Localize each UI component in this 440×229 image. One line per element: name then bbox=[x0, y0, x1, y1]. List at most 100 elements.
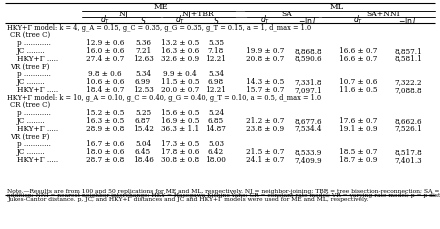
Text: 16.3 ± 0.6: 16.3 ± 0.6 bbox=[161, 47, 199, 55]
Text: 18.4 ± 0.7: 18.4 ± 0.7 bbox=[86, 86, 124, 94]
Text: 17.6 ± 0.7: 17.6 ± 0.7 bbox=[339, 117, 377, 125]
Text: HKY+Γ model: k = 10, g_A = 0.10, g_C = 0.40, g_G = 0.40, g_T = 0.10, a = 0.5, d_: HKY+Γ model: k = 10, g_A = 0.10, g_C = 0… bbox=[7, 94, 321, 102]
Text: 28.7 ± 0.8: 28.7 ± 0.8 bbox=[86, 156, 124, 164]
Text: p ............: p ............ bbox=[17, 140, 51, 148]
Text: 7,401.3: 7,401.3 bbox=[394, 156, 422, 164]
Text: 8,677.6: 8,677.6 bbox=[294, 117, 322, 125]
Text: 7,322.2: 7,322.2 bbox=[394, 78, 422, 86]
Text: HKY+Γ .....: HKY+Γ ..... bbox=[17, 125, 58, 133]
Text: NJ: NJ bbox=[119, 10, 129, 18]
Text: 8,662.6: 8,662.6 bbox=[394, 117, 422, 125]
Text: 19.1 ± 0.9: 19.1 ± 0.9 bbox=[339, 125, 377, 133]
Text: 27.4 ± 0.7: 27.4 ± 0.7 bbox=[86, 55, 124, 63]
Text: 9.9 ± 0.4: 9.9 ± 0.4 bbox=[163, 70, 197, 78]
Text: 7,088.8: 7,088.8 bbox=[394, 86, 422, 94]
Text: 5.03: 5.03 bbox=[208, 140, 224, 148]
Text: 13.2 ± 0.5: 13.2 ± 0.5 bbox=[161, 39, 199, 47]
Text: 10.6 ± 0.6: 10.6 ± 0.6 bbox=[86, 78, 124, 86]
Text: 16.6 ± 0.7: 16.6 ± 0.7 bbox=[339, 47, 377, 55]
Text: 18.0 ± 0.6: 18.0 ± 0.6 bbox=[86, 148, 124, 156]
Text: 14.87: 14.87 bbox=[205, 125, 227, 133]
Text: 16.3 ± 0.5: 16.3 ± 0.5 bbox=[86, 117, 124, 125]
Text: SA: SA bbox=[281, 10, 292, 18]
Text: 5.25: 5.25 bbox=[135, 109, 151, 117]
Text: 18.7 ± 0.9: 18.7 ± 0.9 bbox=[339, 156, 377, 164]
Text: 8,517.8: 8,517.8 bbox=[394, 148, 422, 156]
Text: SA+NNI: SA+NNI bbox=[366, 10, 400, 18]
Text: p ............: p ............ bbox=[17, 109, 51, 117]
Text: 8,581.1: 8,581.1 bbox=[394, 55, 422, 63]
Text: 17.3 ± 0.5: 17.3 ± 0.5 bbox=[161, 140, 199, 148]
Text: 30.8 ± 0.8: 30.8 ± 0.8 bbox=[161, 156, 199, 164]
Text: 8,868.8: 8,868.8 bbox=[294, 47, 322, 55]
Text: 18.5 ± 0.7: 18.5 ± 0.7 bbox=[339, 148, 377, 156]
Text: $-\ln L$: $-\ln L$ bbox=[398, 14, 418, 25]
Text: 16.7 ± 0.6: 16.7 ± 0.6 bbox=[86, 140, 124, 148]
Text: 6.99: 6.99 bbox=[135, 78, 151, 86]
Text: 7,097.1: 7,097.1 bbox=[294, 86, 322, 94]
Text: 12.63: 12.63 bbox=[132, 55, 154, 63]
Text: 32.6 ± 0.9: 32.6 ± 0.9 bbox=[161, 55, 199, 63]
Text: 20.0 ± 0.7: 20.0 ± 0.7 bbox=[161, 86, 199, 94]
Text: 5.36: 5.36 bbox=[135, 39, 151, 47]
Text: 5.04: 5.04 bbox=[135, 140, 151, 148]
Text: 12.53: 12.53 bbox=[132, 86, 154, 94]
Text: 7.18: 7.18 bbox=[208, 47, 224, 55]
Text: 7.21: 7.21 bbox=[135, 47, 151, 55]
Text: $S$: $S$ bbox=[140, 14, 146, 25]
Text: CR (tree C): CR (tree C) bbox=[10, 31, 50, 39]
Text: 12.9 ± 0.6: 12.9 ± 0.6 bbox=[86, 39, 124, 47]
Text: 15.2 ± 0.5: 15.2 ± 0.5 bbox=[86, 109, 124, 117]
Text: $d_{\rm T}$: $d_{\rm T}$ bbox=[175, 14, 185, 26]
Text: $d_{\rm T}$: $d_{\rm T}$ bbox=[353, 14, 363, 26]
Text: 7,409.9: 7,409.9 bbox=[294, 156, 322, 164]
Text: 5.34: 5.34 bbox=[135, 70, 151, 78]
Text: p ............: p ............ bbox=[17, 39, 51, 47]
Text: JC ........: JC ........ bbox=[17, 148, 46, 156]
Text: 11.6 ± 0.5: 11.6 ± 0.5 bbox=[339, 86, 377, 94]
Text: HKY+Γ model: k = 4, g_A = 0.15, g_C = 0.35, g_G = 0.35, g_T = 0.15, a = 1, d_max: HKY+Γ model: k = 4, g_A = 0.15, g_C = 0.… bbox=[7, 24, 311, 32]
Text: 5.24: 5.24 bbox=[208, 109, 224, 117]
Text: HKY+Γ .....: HKY+Γ ..... bbox=[17, 86, 58, 94]
Text: 6.85: 6.85 bbox=[208, 117, 224, 125]
Text: VR (tree F): VR (tree F) bbox=[10, 133, 49, 141]
Text: 16.6 ± 0.7: 16.6 ± 0.7 bbox=[339, 55, 377, 63]
Text: 6.42: 6.42 bbox=[208, 148, 224, 156]
Text: 14.3 ± 0.5: 14.3 ± 0.5 bbox=[246, 78, 284, 86]
Text: 6.98: 6.98 bbox=[208, 78, 224, 86]
Text: JC ........: JC ........ bbox=[17, 47, 46, 55]
Text: 28.9 ± 0.8: 28.9 ± 0.8 bbox=[86, 125, 124, 133]
Text: 5.34: 5.34 bbox=[208, 70, 224, 78]
Text: 15.7 ± 0.7: 15.7 ± 0.7 bbox=[246, 86, 284, 94]
Text: $S$: $S$ bbox=[213, 14, 219, 25]
Text: 7,526.1: 7,526.1 bbox=[394, 125, 422, 133]
Text: 17.8 ± 0.6: 17.8 ± 0.6 bbox=[161, 148, 199, 156]
Text: 19.9 ± 0.7: 19.9 ± 0.7 bbox=[246, 47, 284, 55]
Text: 12.21: 12.21 bbox=[205, 55, 227, 63]
Text: ML: ML bbox=[330, 3, 344, 11]
Text: 10.7 ± 0.6: 10.7 ± 0.6 bbox=[339, 78, 377, 86]
Text: VR (tree F): VR (tree F) bbox=[10, 63, 49, 71]
Text: 16.0 ± 0.6: 16.0 ± 0.6 bbox=[86, 47, 124, 55]
Text: p ............: p ............ bbox=[17, 70, 51, 78]
Text: 11.5 ± 0.5: 11.5 ± 0.5 bbox=[161, 78, 199, 86]
Text: $-\ln L$: $-\ln L$ bbox=[298, 14, 318, 25]
Text: 6.45: 6.45 bbox=[135, 148, 151, 156]
Text: 8,857.1: 8,857.1 bbox=[394, 47, 422, 55]
Text: 36.3 ± 1.1: 36.3 ± 1.1 bbox=[161, 125, 199, 133]
Text: 5.35: 5.35 bbox=[208, 39, 224, 47]
Text: 7,331.8: 7,331.8 bbox=[294, 78, 322, 86]
Text: 12.21: 12.21 bbox=[205, 86, 227, 94]
Text: $d_{\rm T}$: $d_{\rm T}$ bbox=[260, 14, 270, 26]
Text: 6.87: 6.87 bbox=[135, 117, 151, 125]
Text: 18.46: 18.46 bbox=[132, 156, 154, 164]
Text: JC ........: JC ........ bbox=[17, 78, 46, 86]
Text: 21.2 ± 0.7: 21.2 ± 0.7 bbox=[246, 117, 284, 125]
Text: NJ+TBR: NJ+TBR bbox=[182, 10, 214, 18]
Text: 24.1 ± 0.7: 24.1 ± 0.7 bbox=[246, 156, 284, 164]
Text: 9.8 ± 0.6: 9.8 ± 0.6 bbox=[88, 70, 122, 78]
Text: 16.9 ± 0.5: 16.9 ± 0.5 bbox=[161, 117, 199, 125]
Text: JC ........: JC ........ bbox=[17, 117, 46, 125]
Text: 23.8 ± 0.9: 23.8 ± 0.9 bbox=[246, 125, 284, 133]
Text: CR (tree C): CR (tree C) bbox=[10, 101, 50, 109]
